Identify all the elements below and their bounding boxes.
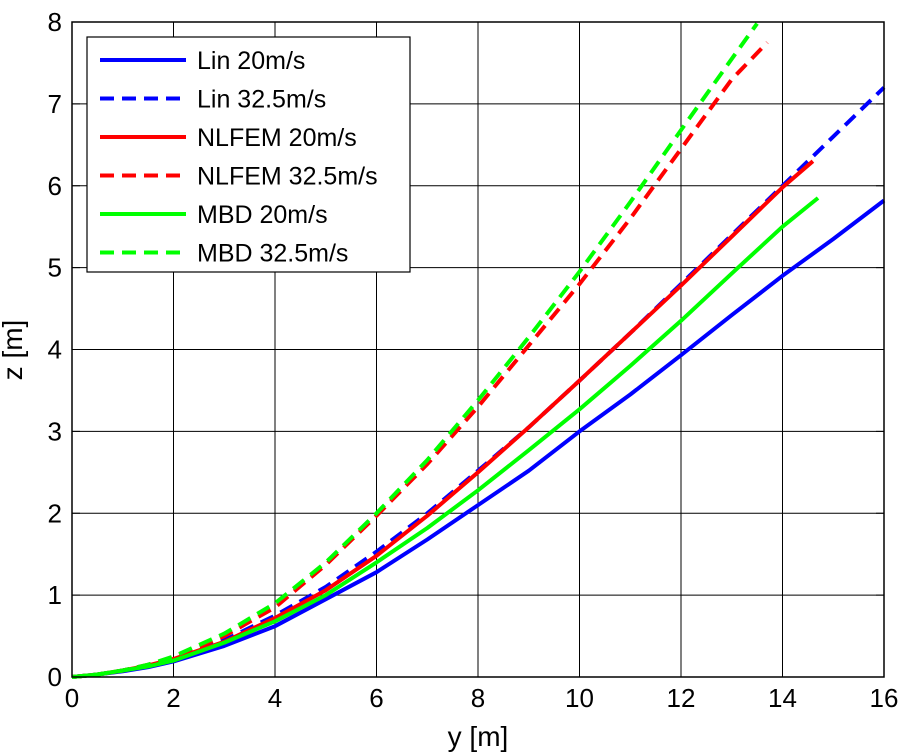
legend: Lin 20m/s Lin 32.5m/s NLFEM 20m/s NLFEM 32.… — [86, 36, 411, 273]
x-tick-label: 16 — [870, 683, 899, 713]
x-tick-label: 12 — [667, 683, 696, 713]
y-tick-label: 7 — [48, 89, 62, 119]
x-axis-label: y [m] — [448, 721, 509, 752]
legend-label: NLFEM 20m/s — [197, 124, 357, 152]
series-lines — [71, 22, 886, 679]
x-tick-label: 2 — [166, 683, 180, 713]
y-tick-label: 2 — [48, 498, 62, 528]
x-tick-label: 0 — [65, 683, 79, 713]
x-tick-label: 6 — [369, 683, 383, 713]
legend-label: Lin 20m/s — [197, 47, 305, 75]
legend-label: MBD 20m/s — [197, 201, 328, 229]
x-tick-label: 4 — [268, 683, 282, 713]
y-axis-label: z [m] — [0, 320, 28, 381]
x-tick-label: 14 — [768, 683, 797, 713]
y-tick-label: 5 — [48, 253, 62, 283]
legend-label: MBD 32.5m/s — [197, 240, 348, 268]
x-tick-label: 8 — [471, 683, 485, 713]
y-axis-ticks: 0 1 2 3 4 5 6 7 8 — [48, 7, 884, 692]
x-tick-label: 10 — [565, 683, 594, 713]
legend-box — [86, 36, 411, 273]
y-tick-label: 3 — [48, 416, 62, 446]
series-line-mbd-32-5m-s — [71, 22, 759, 679]
y-tick-label: 6 — [48, 171, 62, 201]
y-tick-label: 0 — [48, 662, 62, 692]
y-tick-label: 8 — [48, 7, 62, 37]
y-tick-label: 1 — [48, 580, 62, 610]
x-axis-ticks: 0 2 4 6 8 10 12 14 16 — [65, 22, 899, 713]
y-tick-label: 4 — [48, 335, 62, 365]
legend-label: NLFEM 32.5m/s — [197, 163, 378, 191]
legend-label: Lin 32.5m/s — [197, 86, 326, 114]
